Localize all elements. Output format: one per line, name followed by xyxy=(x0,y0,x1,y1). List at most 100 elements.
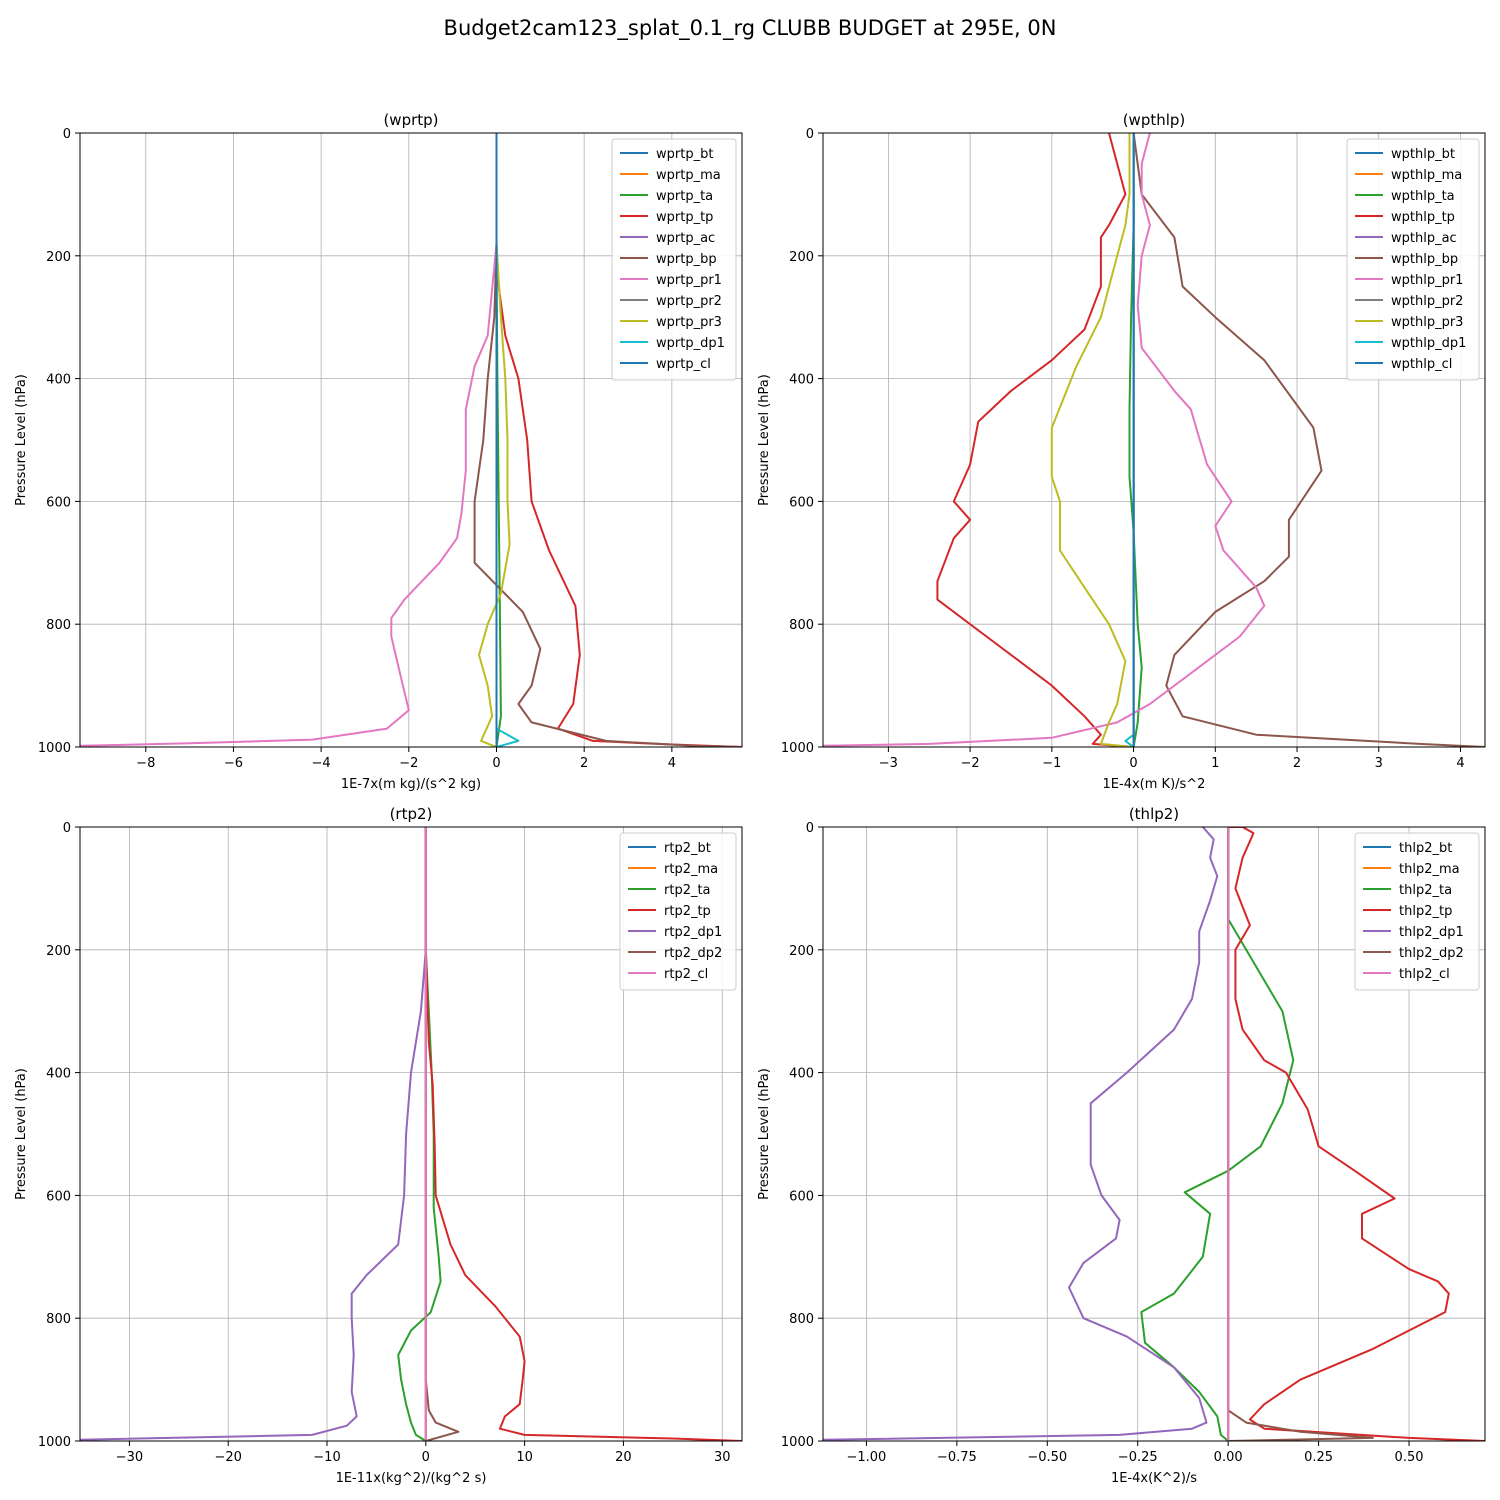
legend-label-rtp2_bt: rtp2_bt xyxy=(664,841,711,856)
x-tick-label: 0 xyxy=(422,1450,430,1465)
legend-label-wpthlp_cl: wpthlp_cl xyxy=(1391,357,1452,372)
series-group xyxy=(823,827,1485,1441)
legend-label-wprtp_pr3: wprtp_pr3 xyxy=(656,315,722,330)
subplot-wpthlp: −3 −2 −1 0 1 2 3 4 0 200 400 600 800 1000 (wpthlp) 1E-4… xyxy=(757,111,1486,792)
x-tick-label: −3 xyxy=(879,756,898,771)
y-tick-label: 400 xyxy=(789,373,814,388)
x-tick-label: 30 xyxy=(714,1450,731,1465)
legend-label-wprtp_pr1: wprtp_pr1 xyxy=(656,273,722,288)
x-tick-label: 4 xyxy=(1456,756,1464,771)
y-tick-label: 800 xyxy=(789,618,814,633)
x-tick-label: 0.50 xyxy=(1395,1450,1424,1465)
x-axis-label: 1E-4x(m K)/s^2 xyxy=(1103,777,1206,792)
x-tick-label: 2 xyxy=(580,756,588,771)
series-group xyxy=(823,133,1485,747)
legend-label-wpthlp_ta: wpthlp_ta xyxy=(1391,189,1455,204)
y-axis-label: Pressure Level (hPa) xyxy=(14,1068,29,1200)
y-axis-label: Pressure Level (hPa) xyxy=(757,374,772,506)
legend-label-thlp2_dp2: thlp2_dp2 xyxy=(1399,946,1464,961)
series-line-rtp2_dp1 xyxy=(80,827,427,1441)
legend-label-wprtp_ta: wprtp_ta xyxy=(656,189,713,204)
legend-box xyxy=(619,832,737,991)
y-tick-label: 1000 xyxy=(781,741,814,756)
x-tick-label: −10 xyxy=(313,1450,340,1465)
x-tick-label: −1 xyxy=(1042,756,1061,771)
legend-label-wpthlp_tp: wpthlp_tp xyxy=(1391,210,1455,225)
legend-label-rtp2_dp2: rtp2_dp2 xyxy=(664,946,722,961)
legend-box xyxy=(611,138,737,381)
y-tick-label: 600 xyxy=(46,1189,71,1204)
x-tick-label: −6 xyxy=(224,756,243,771)
legend-label-wpthlp_ac: wpthlp_ac xyxy=(1391,231,1457,246)
figure-title: Budget2cam123_splat_0.1_rg CLUBB BUDGET … xyxy=(443,16,1057,40)
legend: wprtp_bt wprtp_ma wprtp_ta wprtp_tp wprtp_ac… xyxy=(611,138,737,381)
x-axis-label: 1E-7x(m kg)/(s^2 kg) xyxy=(341,777,481,792)
x-tick-label: 2 xyxy=(1293,756,1301,771)
legend-box xyxy=(1346,138,1480,381)
series-line-thlp2_ta xyxy=(1140,827,1295,1441)
x-tick-label: −4 xyxy=(312,756,331,771)
x-tick-label: −2 xyxy=(399,756,418,771)
legend-label-thlp2_bt: thlp2_bt xyxy=(1399,841,1452,856)
y-tick-label: 800 xyxy=(789,1312,814,1327)
series-line-wprtp_pr1 xyxy=(80,133,498,747)
legend-label-thlp2_ta: thlp2_ta xyxy=(1399,883,1452,898)
series-line-wpthlp_tp xyxy=(936,133,1134,747)
series-line-rtp2_tp xyxy=(424,827,742,1441)
legend-box xyxy=(1354,832,1480,991)
series-line-rtp2_dp2 xyxy=(424,827,460,1441)
legend: wpthlp_bt wpthlp_ma wpthlp_ta wpthlp_tpwpth… xyxy=(1346,138,1480,381)
y-tick-label: 1000 xyxy=(781,1435,814,1450)
legend-label-rtp2_cl: rtp2_cl xyxy=(664,967,708,982)
legend-label-thlp2_tp: thlp2_tp xyxy=(1399,904,1452,919)
y-axis-label: Pressure Level (hPa) xyxy=(757,1068,772,1200)
y-tick-label: 0 xyxy=(63,127,71,142)
legend-label-thlp2_ma: thlp2_ma xyxy=(1399,862,1460,877)
y-tick-label: 600 xyxy=(46,495,71,510)
x-tick-label: −8 xyxy=(136,756,155,771)
series-line-thlp2_dp2 xyxy=(1227,827,1374,1441)
series-line-wprtp_pr3 xyxy=(478,133,511,747)
legend-label-wpthlp_pr1: wpthlp_pr1 xyxy=(1391,273,1463,288)
legend-label-wprtp_cl: wprtp_cl xyxy=(656,357,711,372)
y-tick-label: 1000 xyxy=(38,1435,71,1450)
x-tick-label: −0.25 xyxy=(1118,1450,1158,1465)
legend-label-rtp2_dp1: rtp2_dp1 xyxy=(664,925,722,940)
legend-label-wprtp_ac: wprtp_ac xyxy=(656,231,715,246)
legend-label-rtp2_ta: rtp2_ta xyxy=(664,883,711,898)
y-tick-label: 400 xyxy=(46,373,71,388)
subplot-title: (wpthlp) xyxy=(1123,111,1186,129)
x-tick-label: 10 xyxy=(516,1450,533,1465)
legend-label-wprtp_bt: wprtp_bt xyxy=(656,147,713,162)
axes-frame xyxy=(79,826,743,1442)
subplot-thlp2: −1.00 −0.75 −0.50 −0.25 0.00 0.25 0.50 0 200 400 6… xyxy=(757,805,1486,1486)
x-axis-label: 1E-4x(K^2)/s xyxy=(1111,1471,1197,1486)
x-tick-label: 0 xyxy=(1129,756,1137,771)
y-tick-label: 800 xyxy=(46,618,71,633)
series-group xyxy=(80,133,742,747)
x-tick-label: 20 xyxy=(615,1450,632,1465)
x-tick-label: −2 xyxy=(961,756,980,771)
y-tick-label: 800 xyxy=(46,1312,71,1327)
legend-label-rtp2_ma: rtp2_ma xyxy=(664,862,718,877)
legend-label-wpthlp_pr3: wpthlp_pr3 xyxy=(1391,315,1463,330)
y-tick-label: 600 xyxy=(789,1189,814,1204)
y-tick-label: 200 xyxy=(46,250,71,265)
y-tick-label: 200 xyxy=(789,250,814,265)
subplot-wprtp: −8 −6 −4 −2 0 2 4 0 200 400 600 800 1000 (wprtp) 1E-7x… xyxy=(14,111,743,792)
series-line-wpthlp_bp xyxy=(1132,133,1485,747)
series-group xyxy=(80,827,742,1441)
y-tick-label: 0 xyxy=(806,127,814,142)
y-tick-label: 400 xyxy=(789,1067,814,1082)
subplot-title: (wprtp) xyxy=(383,111,438,129)
legend-label-wprtp_dp1: wprtp_dp1 xyxy=(656,336,725,351)
x-tick-label: 1 xyxy=(1211,756,1219,771)
subplot-rtp2: −30 −20 −10 0 10 20 30 0 200 400 600 800 1000 (rtp2) 1… xyxy=(14,805,743,1486)
legend-label-wpthlp_dp1: wpthlp_dp1 xyxy=(1391,336,1466,351)
legend-label-wprtp_ma: wprtp_ma xyxy=(656,168,721,183)
y-axis-label: Pressure Level (hPa) xyxy=(14,374,29,506)
legend-label-thlp2_dp1: thlp2_dp1 xyxy=(1399,925,1464,940)
x-tick-label: −0.75 xyxy=(937,1450,977,1465)
x-tick-label: −20 xyxy=(214,1450,241,1465)
